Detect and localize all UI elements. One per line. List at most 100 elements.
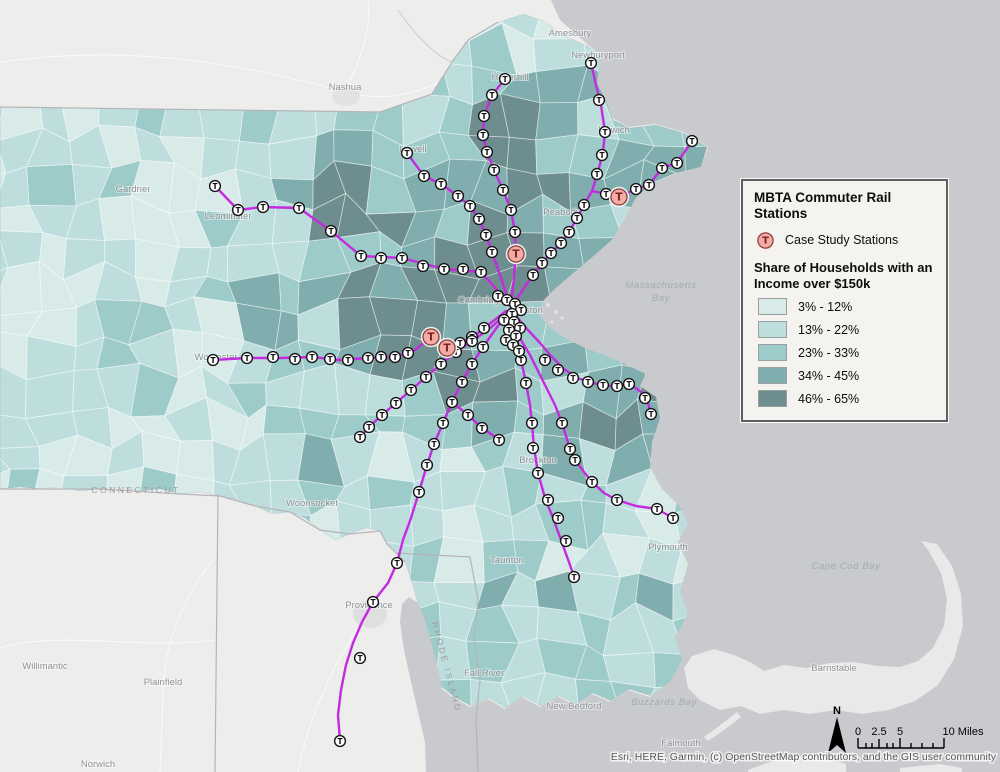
t-logo-glyph: T xyxy=(465,411,471,420)
station-marker: T xyxy=(419,370,433,384)
station-marker: T xyxy=(644,407,658,421)
station-marker: T xyxy=(592,93,606,107)
station-marker: T xyxy=(374,251,388,265)
t-logo-glyph: T xyxy=(438,360,444,369)
t-logo-glyph: T xyxy=(489,248,495,257)
t-logo-glyph: T xyxy=(496,436,502,445)
t-logo-glyph: T xyxy=(574,214,580,223)
case-study-label: Case Study Stations xyxy=(785,233,899,248)
station-marker: T xyxy=(476,340,490,354)
t-logo-glyph: T xyxy=(539,259,545,268)
city-label: Nashua xyxy=(329,82,362,93)
census-tract xyxy=(98,195,137,241)
t-logo-glyph: T xyxy=(469,360,475,369)
t-logo-glyph: T xyxy=(508,206,514,215)
station-marker: T xyxy=(610,493,624,507)
city-label: Barnstable xyxy=(811,663,856,674)
station-marker: T xyxy=(436,416,450,430)
station-marker: T xyxy=(404,383,418,397)
station-marker: T xyxy=(362,420,376,434)
t-logo-glyph: T xyxy=(517,324,523,333)
scale-bar-label: 0 xyxy=(855,726,861,738)
narragansett-bay-water xyxy=(400,597,450,772)
t-logo-glyph: T xyxy=(491,166,497,175)
station-marker: T xyxy=(610,379,624,393)
station-marker: T xyxy=(596,378,610,392)
scale-bar-label: 2.5 xyxy=(871,726,886,738)
t-logo-glyph: T xyxy=(600,381,606,390)
t-logo-glyph: T xyxy=(596,96,602,105)
t-logo-glyph: T xyxy=(345,356,351,365)
t-logo-glyph: T xyxy=(416,488,422,497)
station-marker: T xyxy=(417,169,431,183)
legend-class-row: 34% - 45% xyxy=(758,367,936,385)
t-logo-glyph: T xyxy=(483,231,489,240)
t-logo-glyph: T xyxy=(449,398,455,407)
station-marker: T xyxy=(353,651,367,665)
t-logo-glyph: T xyxy=(438,180,444,189)
station-marker: T xyxy=(551,363,565,377)
station-marker: T xyxy=(465,357,479,371)
station-marker: T xyxy=(497,313,511,327)
rail-line-providence xyxy=(336,310,510,743)
north-arrow: N xyxy=(828,705,846,753)
t-logo-glyph: T xyxy=(571,573,577,582)
station-marker: T xyxy=(480,145,494,159)
t-logo-glyph: T xyxy=(563,537,569,546)
station-marker: T xyxy=(455,375,469,389)
t-logo-glyph: T xyxy=(260,203,266,212)
case-study-station-icon: T xyxy=(757,232,774,249)
t-logo-glyph: T xyxy=(378,254,384,263)
t-logo-glyph: T xyxy=(506,326,512,335)
t-logo-glyph: T xyxy=(654,505,660,514)
legend-class-swatch xyxy=(758,344,787,362)
stations-layer: T T T T T T T T T T T T T T T T T T T T T T T T T T T T T T T T T T T T T T T T… xyxy=(206,56,699,748)
city-label: Fall River xyxy=(464,668,504,679)
t-logo-glyph: T xyxy=(394,559,400,568)
station-marker: T xyxy=(538,353,552,367)
station-marker: T xyxy=(479,228,493,242)
legend-class-row: 46% - 65% xyxy=(758,390,936,408)
t-logo-glyph: T xyxy=(512,228,518,237)
census-tract xyxy=(262,404,306,435)
station-marker: T xyxy=(525,416,539,430)
t-logo-glyph: T xyxy=(379,411,385,420)
station-marker: T xyxy=(395,251,409,265)
station-marker: T xyxy=(485,88,499,102)
t-logo-glyph: T xyxy=(626,380,632,389)
t-logo-glyph: T xyxy=(518,356,524,365)
t-logo-glyph: T xyxy=(292,355,298,364)
t-logo-glyph: T xyxy=(516,347,522,356)
station-marker: T xyxy=(354,249,368,263)
city-label: Gardner xyxy=(116,184,151,195)
t-logo-glyph: T xyxy=(489,91,495,100)
t-logo-glyph: T xyxy=(358,252,364,261)
legend-class-label: 46% - 65% xyxy=(798,391,860,406)
t-logo-glyph: T xyxy=(495,292,501,301)
station-marker: T xyxy=(266,350,280,364)
station-marker: T xyxy=(475,421,489,435)
t-logo-glyph: T xyxy=(370,598,376,607)
t-logo-glyph: T xyxy=(518,306,524,315)
t-logo-glyph: T xyxy=(420,262,426,271)
scale-bar-label: 10 Miles xyxy=(943,726,984,738)
station-marker: T xyxy=(638,391,652,405)
station-marker: T xyxy=(584,56,598,70)
station-marker: T xyxy=(445,395,459,409)
case-study-station-marker: T xyxy=(436,337,458,359)
station-marker: T xyxy=(508,225,522,239)
legend-class-label: 23% - 33% xyxy=(798,345,860,360)
t-logo-glyph: T xyxy=(484,148,490,157)
t-logo-glyph: T xyxy=(614,496,620,505)
station-marker: T xyxy=(551,511,565,525)
city-label: New Bedford xyxy=(547,701,602,712)
station-marker: T xyxy=(434,357,448,371)
t-logo-glyph: T xyxy=(555,514,561,523)
t-logo-glyph: T xyxy=(453,348,459,357)
water-body-label: Massachusetts xyxy=(625,280,696,291)
station-marker: T xyxy=(563,442,577,456)
t-logo-glyph: T xyxy=(481,112,487,121)
station-marker: T xyxy=(512,344,526,358)
t-logo-glyph: T xyxy=(365,354,371,363)
